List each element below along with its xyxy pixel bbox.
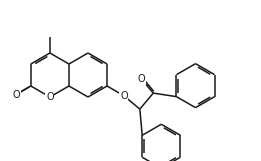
- Text: O: O: [138, 74, 145, 84]
- Text: O: O: [46, 92, 54, 102]
- Text: O: O: [120, 91, 128, 101]
- Text: O: O: [12, 90, 20, 100]
